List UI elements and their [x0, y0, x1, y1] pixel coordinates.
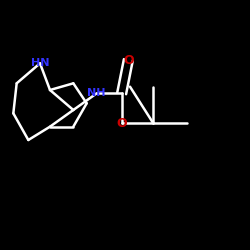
- Text: HN: HN: [31, 58, 49, 68]
- Text: O: O: [123, 54, 134, 66]
- Text: NH: NH: [88, 88, 106, 98]
- Text: O: O: [116, 117, 127, 130]
